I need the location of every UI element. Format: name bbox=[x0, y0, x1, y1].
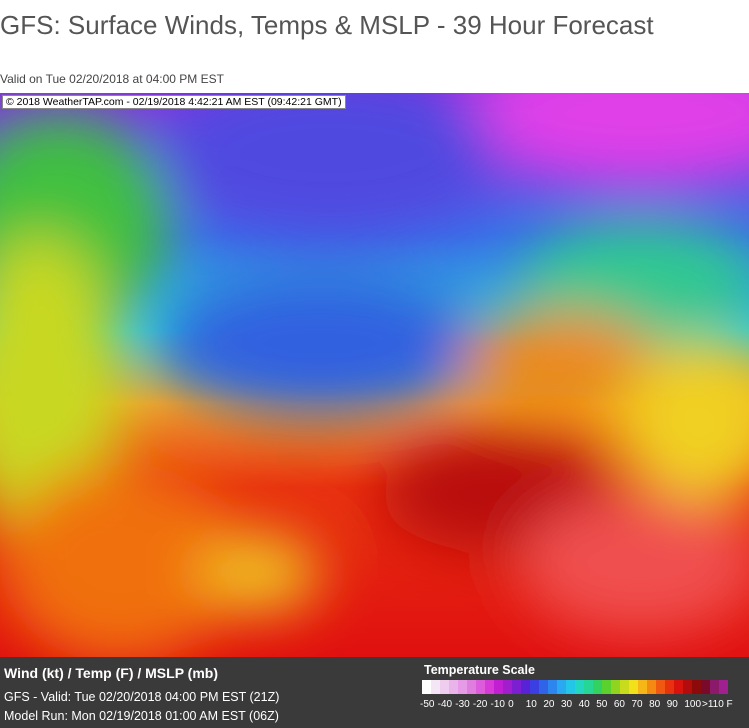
scale-label: >110 F bbox=[702, 699, 733, 710]
scale-swatch bbox=[665, 680, 674, 694]
scale-swatch bbox=[710, 680, 719, 694]
valid-time: Valid on Tue 02/20/2018 at 04:00 PM EST bbox=[0, 72, 224, 86]
scale-swatch bbox=[611, 680, 620, 694]
footer-heading: Wind (kt) / Temp (F) / MSLP (mb) bbox=[4, 665, 218, 681]
title: GFS: Surface Winds, Temps & MSLP - 39 Ho… bbox=[0, 10, 654, 40]
scale-label: 20 bbox=[543, 699, 555, 710]
scale-label: 90 bbox=[666, 699, 678, 710]
scale-label: 30 bbox=[561, 699, 573, 710]
scale-label: 50 bbox=[596, 699, 608, 710]
scale-swatch bbox=[719, 680, 728, 694]
scale-swatch bbox=[494, 680, 503, 694]
scale-label: -50 bbox=[420, 699, 435, 710]
scale-swatch bbox=[476, 680, 485, 694]
scale-label: 0 bbox=[508, 699, 514, 710]
scale-label: -20 bbox=[472, 699, 488, 710]
scale-label: 60 bbox=[613, 699, 625, 710]
scale-swatch bbox=[575, 680, 584, 694]
scale-swatch bbox=[683, 680, 692, 694]
scale-swatch bbox=[557, 680, 566, 694]
scale-swatch bbox=[431, 680, 440, 694]
scale-swatch bbox=[530, 680, 539, 694]
scale-swatch bbox=[620, 680, 629, 694]
scale-title: Temperature Scale bbox=[424, 663, 535, 677]
scale-swatch bbox=[674, 680, 683, 694]
map-stamp: © 2018 WeatherTAP.com - 02/19/2018 4:42:… bbox=[2, 95, 346, 109]
footer-valid: GFS - Valid: Tue 02/20/2018 04:00 PM EST… bbox=[4, 690, 280, 704]
footer: Wind (kt) / Temp (F) / MSLP (mb) GFS - V… bbox=[0, 657, 749, 728]
map bbox=[0, 93, 749, 657]
scale-swatch bbox=[422, 680, 431, 694]
scale-swatch bbox=[566, 680, 575, 694]
scale-swatch bbox=[656, 680, 665, 694]
scale-swatch bbox=[449, 680, 458, 694]
scale-swatch bbox=[503, 680, 512, 694]
scale-label: 100 bbox=[684, 699, 702, 710]
scale-swatch bbox=[548, 680, 557, 694]
footer-model-run: Model Run: Mon 02/19/2018 01:00 AM EST (… bbox=[4, 709, 279, 723]
scale-swatch bbox=[638, 680, 647, 694]
scale-swatch bbox=[521, 680, 530, 694]
scale-label: 40 bbox=[578, 699, 590, 710]
scale-swatch bbox=[692, 680, 701, 694]
scale-swatch bbox=[539, 680, 548, 694]
scale-swatch bbox=[467, 680, 476, 694]
scale-swatch bbox=[512, 680, 521, 694]
scale-swatch bbox=[440, 680, 449, 694]
scale-swatches bbox=[422, 680, 728, 694]
scale-label: -10 bbox=[490, 699, 505, 710]
scale-label: -40 bbox=[437, 699, 453, 710]
scale-swatch bbox=[458, 680, 467, 694]
scale-swatch bbox=[584, 680, 593, 694]
scale-labels: -50 -40 -30 -20 -10 0 10 20 30 40 50 60 70 80 90 100 >11… bbox=[420, 699, 745, 713]
scale-swatch bbox=[647, 680, 656, 694]
scale-swatch bbox=[701, 680, 710, 694]
scale-label: 70 bbox=[631, 699, 643, 710]
scale-swatch bbox=[629, 680, 638, 694]
scale-label: 10 bbox=[525, 699, 537, 710]
scale-label: 80 bbox=[649, 699, 661, 710]
scale-label: -30 bbox=[455, 699, 470, 710]
scale-swatch bbox=[593, 680, 602, 694]
scale-swatch bbox=[485, 680, 494, 694]
scale-swatch bbox=[602, 680, 611, 694]
